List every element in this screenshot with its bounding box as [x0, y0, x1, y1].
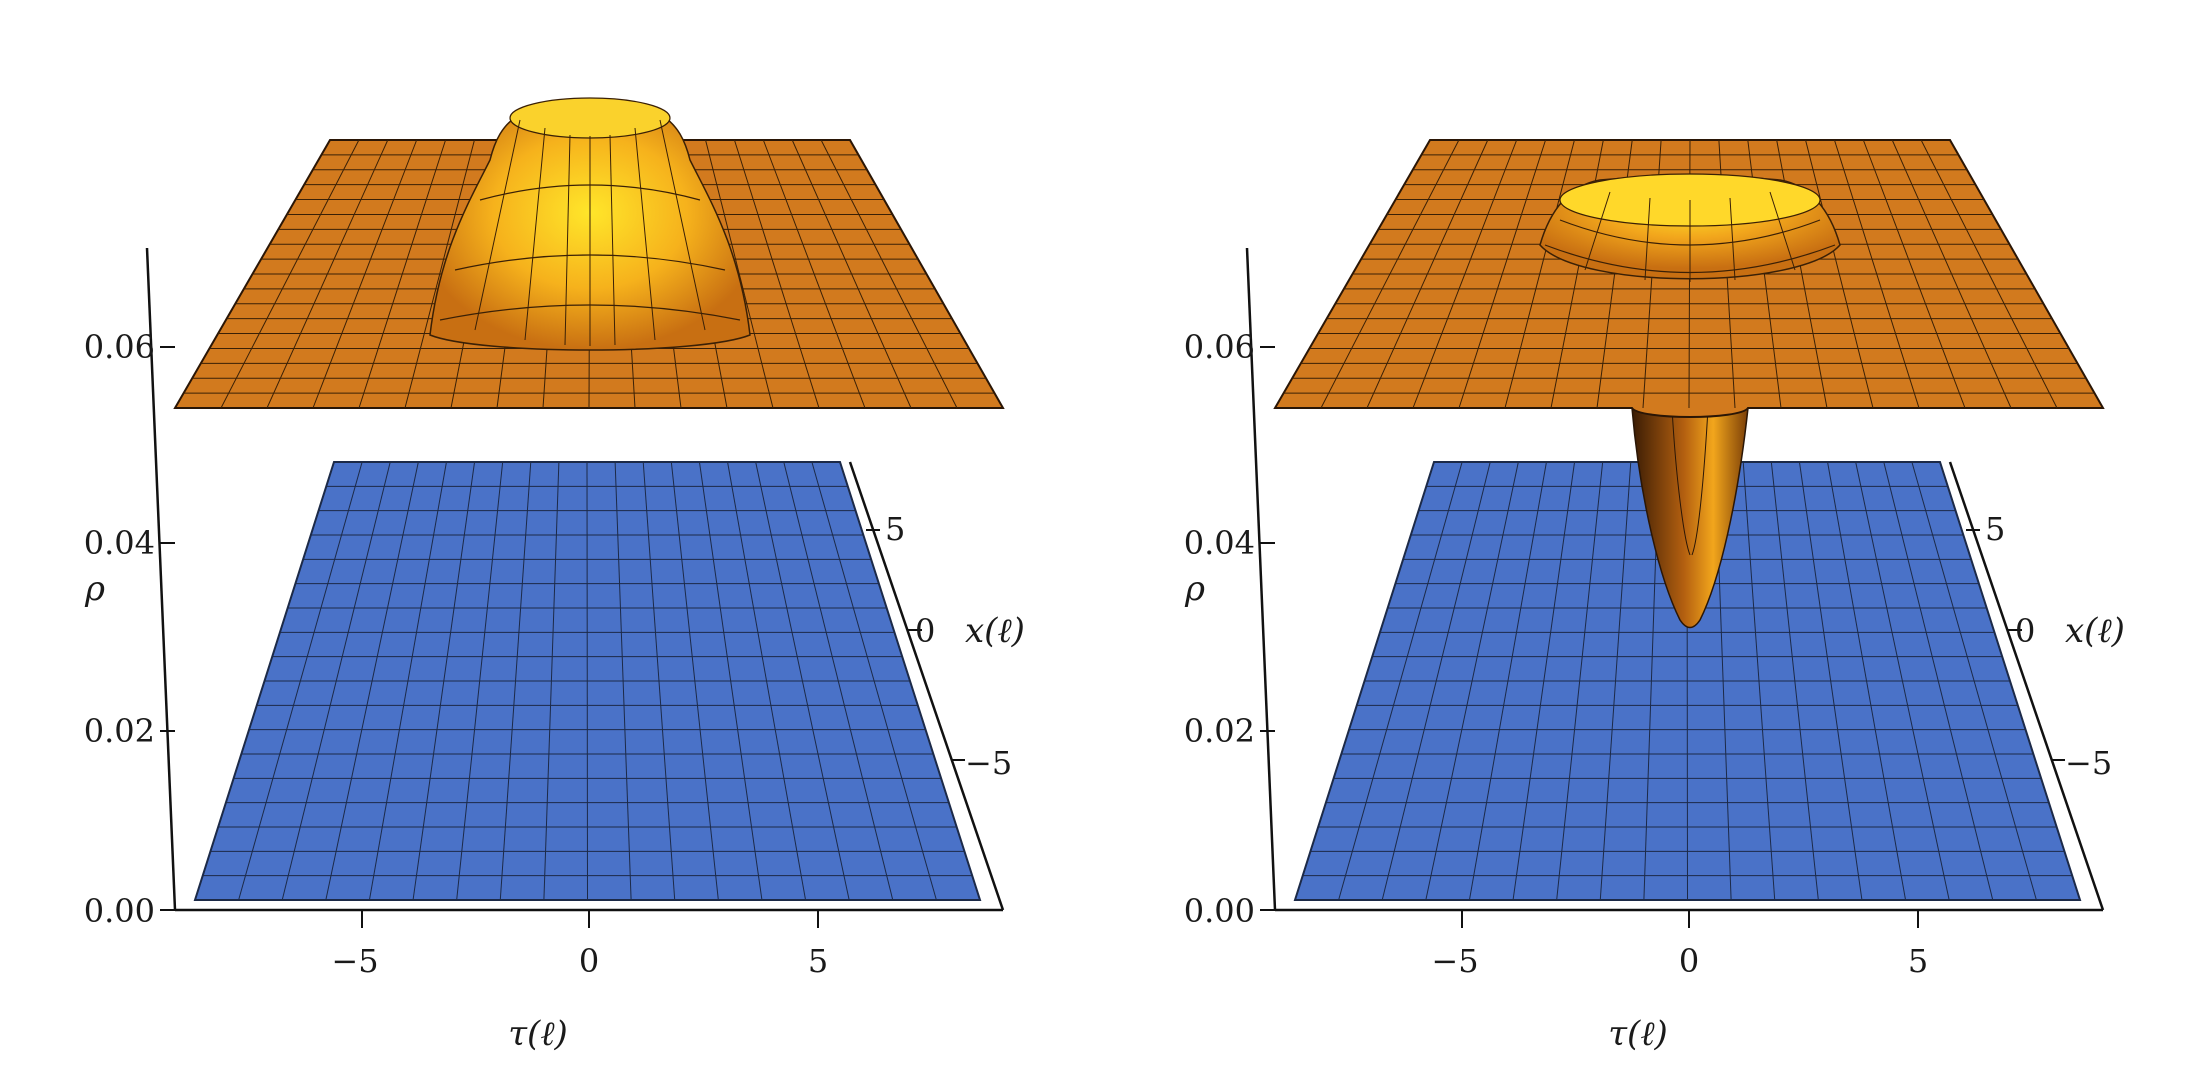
z-tick-label: 0.06	[84, 328, 155, 366]
x-tick-label: 0	[1679, 942, 1699, 980]
y-axis-title: x(ℓ)	[965, 611, 1025, 651]
ring-top	[509, 97, 671, 139]
downward-spike	[1631, 407, 1749, 629]
z-tick-label: 0.04	[84, 524, 155, 562]
right-z-tick-labels: 0.06 0.04 0.02 0.00	[1184, 328, 1255, 930]
plateau-meridians	[474, 119, 706, 346]
grid-line	[1920, 139, 2058, 409]
grid-line	[783, 461, 894, 901]
ring-meridians	[1584, 191, 1796, 282]
left-z-tick-labels: 0.06 0.04 0.02 0.00	[84, 328, 155, 930]
z-tick-label: 0.00	[1184, 892, 1255, 930]
z-tick-label: 0.02	[1184, 712, 1255, 750]
z-axis-title: ρ	[84, 569, 105, 609]
grid-line	[811, 461, 937, 901]
y-tick-label: −5	[2065, 744, 2112, 782]
grid-line	[1883, 461, 1994, 901]
z-tick-label: 0.04	[1184, 524, 1255, 562]
x-tick-label: −5	[1431, 942, 1478, 980]
lower-blue-plane	[193, 461, 982, 901]
right-x-tick-labels: −5 0 5	[1431, 942, 1928, 980]
z-tick-label: 0.00	[84, 892, 155, 930]
y-tick-label: 0	[915, 612, 935, 650]
x-axis-title: τ(ℓ)	[1608, 1014, 1668, 1054]
y-tick-label: −5	[965, 744, 1012, 782]
grid-line	[1911, 461, 2037, 901]
lower-plane-grid	[202, 461, 973, 901]
y-tick-label: 5	[885, 510, 905, 548]
upper-orange-surface	[1273, 139, 2105, 418]
left-axes	[145, 247, 1005, 928]
z-tick-label: 0.06	[1184, 328, 1255, 366]
x-axis-title: τ(ℓ)	[508, 1014, 568, 1054]
right-surface-plot: 0.06 0.04 0.02 0.00 −5 0 5 5 0 −5 ρ x(ℓ)…	[1184, 139, 2125, 1054]
x-tick-label: 5	[808, 942, 828, 980]
left-surface-plot: 0.06 0.04 0.02 0.00 −5 0 5 5 0 −5 ρ x(ℓ)…	[84, 97, 1025, 1054]
y-axis-title: x(ℓ)	[2065, 611, 2125, 651]
x-tick-label: 5	[1908, 942, 1928, 980]
x-tick-label: −5	[331, 942, 378, 980]
x-tick-label: 0	[579, 942, 599, 980]
grid-line	[1891, 139, 2012, 409]
left-x-tick-labels: −5 0 5	[331, 942, 828, 980]
z-axis-title: ρ	[1184, 569, 1205, 609]
grid-line	[820, 139, 958, 409]
z-tick-label: 0.02	[84, 712, 155, 750]
grid-line	[791, 139, 912, 409]
y-tick-label: 0	[2015, 612, 2035, 650]
upper-orange-surface	[173, 97, 1005, 409]
right-y-tick-labels: 5 0 −5	[1985, 510, 2112, 782]
left-y-tick-labels: 5 0 −5	[885, 510, 1012, 782]
y-tick-label: 5	[1985, 510, 2005, 548]
right-axes	[1245, 247, 2105, 928]
